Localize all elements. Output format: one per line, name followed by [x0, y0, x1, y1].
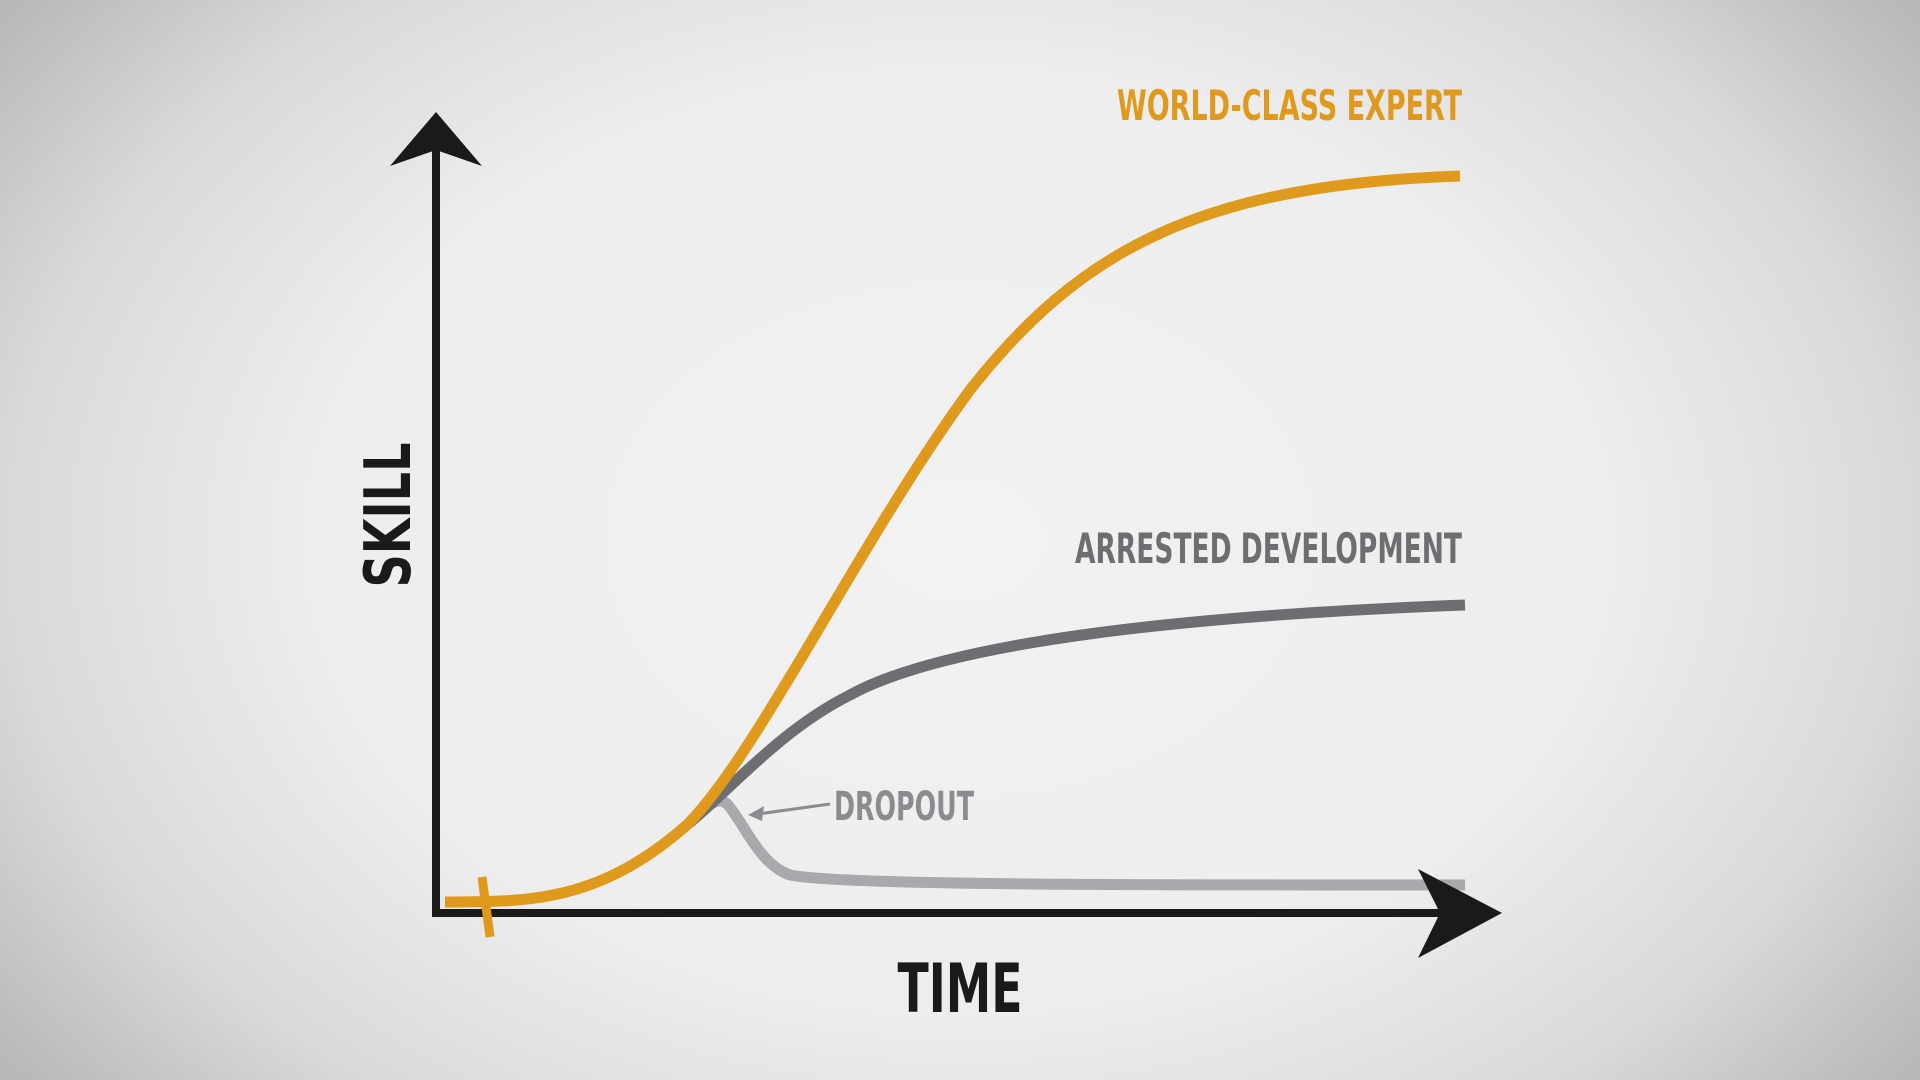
dropout-pointer-arrow	[748, 802, 831, 821]
start-marker	[477, 876, 495, 938]
world-class-expert-label: WORLD-CLASS EXPERT	[1117, 81, 1462, 130]
dropout-label: DROPOUT	[834, 784, 974, 830]
arrested-development-label: ARRESTED DEVELOPMENT	[1075, 524, 1462, 573]
dropout-curve	[683, 795, 1466, 891]
y-axis-arrowhead	[390, 112, 482, 166]
x-axis-arrowhead	[1418, 869, 1502, 958]
y-axis-label: SKILL	[352, 443, 426, 588]
world-class-expert-curve	[444, 170, 1461, 908]
arrested-development-curve	[684, 599, 1466, 829]
x-axis-label: TIME	[898, 950, 1023, 1029]
